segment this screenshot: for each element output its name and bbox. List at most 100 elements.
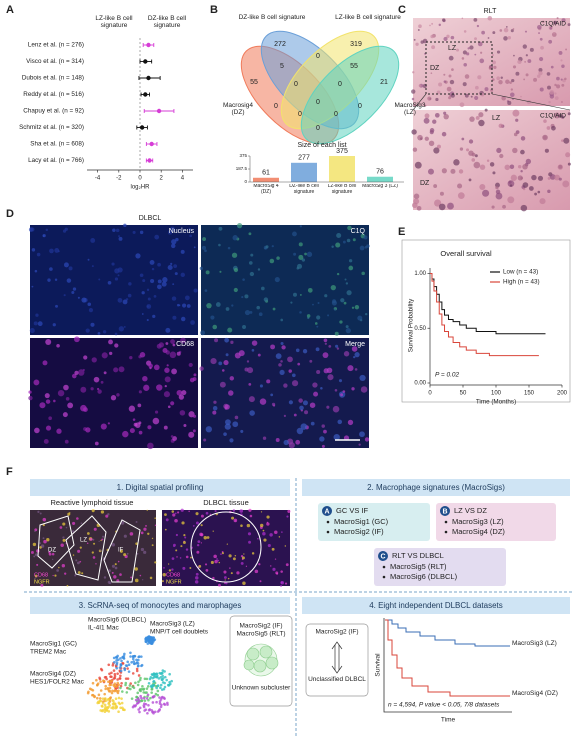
texture-dot xyxy=(72,554,75,556)
texture-dot xyxy=(39,402,46,409)
texture-dot xyxy=(44,393,50,399)
texture-dot xyxy=(232,235,238,241)
texture-dot xyxy=(336,232,342,238)
umap-dot xyxy=(121,656,125,659)
texture-dot xyxy=(176,556,178,558)
bullet xyxy=(382,565,386,569)
texture-dot xyxy=(87,532,90,535)
umap-dot xyxy=(148,708,152,711)
texture-dot xyxy=(218,361,223,366)
umap-dot xyxy=(155,672,158,676)
texture-dot xyxy=(92,556,96,559)
texture-dot xyxy=(117,560,120,563)
texture-dot xyxy=(234,415,239,420)
umap-dot xyxy=(98,697,102,700)
umap-dot xyxy=(114,655,118,659)
texture-dot xyxy=(537,24,542,30)
x-tick-label: 2 xyxy=(160,176,164,182)
texture-dot xyxy=(173,545,175,548)
texture-dot xyxy=(183,423,187,427)
texture-dot xyxy=(63,294,66,297)
umap-dot xyxy=(140,699,144,702)
texture-dot xyxy=(93,376,100,383)
umap-dot xyxy=(135,702,139,705)
texture-dot xyxy=(91,265,94,268)
texture-dot xyxy=(165,327,171,333)
texture-dot xyxy=(319,436,325,442)
texture-dot xyxy=(65,397,70,401)
texture-dot xyxy=(206,302,212,309)
texture-dot xyxy=(172,513,176,517)
umap-dot xyxy=(137,664,140,668)
texture-dot xyxy=(180,316,186,322)
umap-dot xyxy=(119,657,122,660)
umap-dot xyxy=(116,678,119,681)
texture-dot xyxy=(170,339,176,344)
survival-curve xyxy=(430,272,546,335)
umap-dot xyxy=(150,691,153,694)
umap-dot xyxy=(111,664,115,667)
umap-dot xyxy=(140,687,144,691)
x-tick-label: LZ-like B cell signature xyxy=(327,184,357,195)
texture-dot xyxy=(248,540,252,544)
texture-dot xyxy=(171,557,175,560)
texture-dot xyxy=(56,428,62,434)
texture-dot xyxy=(100,510,105,514)
umap-dot xyxy=(155,675,158,679)
umap-dot xyxy=(131,685,134,689)
bar xyxy=(367,176,393,182)
texture-dot xyxy=(429,130,434,135)
texture-dot xyxy=(565,48,568,51)
texture-dot xyxy=(477,41,483,47)
texture-dot xyxy=(473,17,478,22)
texture-dot xyxy=(178,304,181,307)
texture-dot xyxy=(34,427,40,434)
texture-dot xyxy=(36,252,41,257)
texture-dot xyxy=(492,31,496,35)
texture-dot xyxy=(462,50,467,55)
umap-dot xyxy=(121,706,124,710)
texture-dot xyxy=(107,513,110,516)
texture-dot xyxy=(122,299,128,305)
texture-dot xyxy=(81,297,87,303)
texture-dot xyxy=(544,148,549,153)
texture-dot xyxy=(142,579,144,581)
umap-dot xyxy=(147,698,150,702)
texture-dot xyxy=(443,111,447,115)
texture-dot xyxy=(101,352,108,359)
umap-dot xyxy=(143,677,147,681)
texture-dot xyxy=(259,580,262,583)
texture-dot xyxy=(192,429,196,433)
umap-dot xyxy=(146,711,149,715)
texture-dot xyxy=(212,410,217,415)
texture-dot xyxy=(240,561,244,565)
tissue-label: DLBCL tissue xyxy=(203,498,249,507)
texture-dot xyxy=(251,349,255,352)
texture-dot xyxy=(475,85,479,90)
umap-dot xyxy=(95,678,98,682)
texture-dot xyxy=(118,236,123,241)
texture-dot xyxy=(170,262,173,265)
texture-dot xyxy=(177,511,180,514)
texture-dot xyxy=(123,325,126,328)
study-label: Schmitz et al. (n = 320) xyxy=(19,124,84,131)
texture-dot xyxy=(58,566,60,569)
texture-dot xyxy=(523,78,526,81)
texture-dot xyxy=(327,374,334,381)
estimate xyxy=(146,75,151,81)
box-label: MacroSig2 (IF) xyxy=(240,623,283,630)
texture-dot xyxy=(32,542,37,547)
badge xyxy=(378,551,388,561)
umap-dot xyxy=(135,658,138,662)
texture-dot xyxy=(323,338,328,343)
umap-dot xyxy=(121,690,124,693)
texture-dot xyxy=(149,259,155,265)
texture-dot xyxy=(561,64,565,68)
umap-dot xyxy=(117,696,121,700)
texture-dot xyxy=(515,71,520,76)
texture-dot xyxy=(512,98,514,100)
texture-dot xyxy=(450,168,456,174)
group-title: RLT VS DLBCL xyxy=(392,551,444,560)
umap-dot xyxy=(116,681,120,685)
texture-dot xyxy=(116,579,120,583)
